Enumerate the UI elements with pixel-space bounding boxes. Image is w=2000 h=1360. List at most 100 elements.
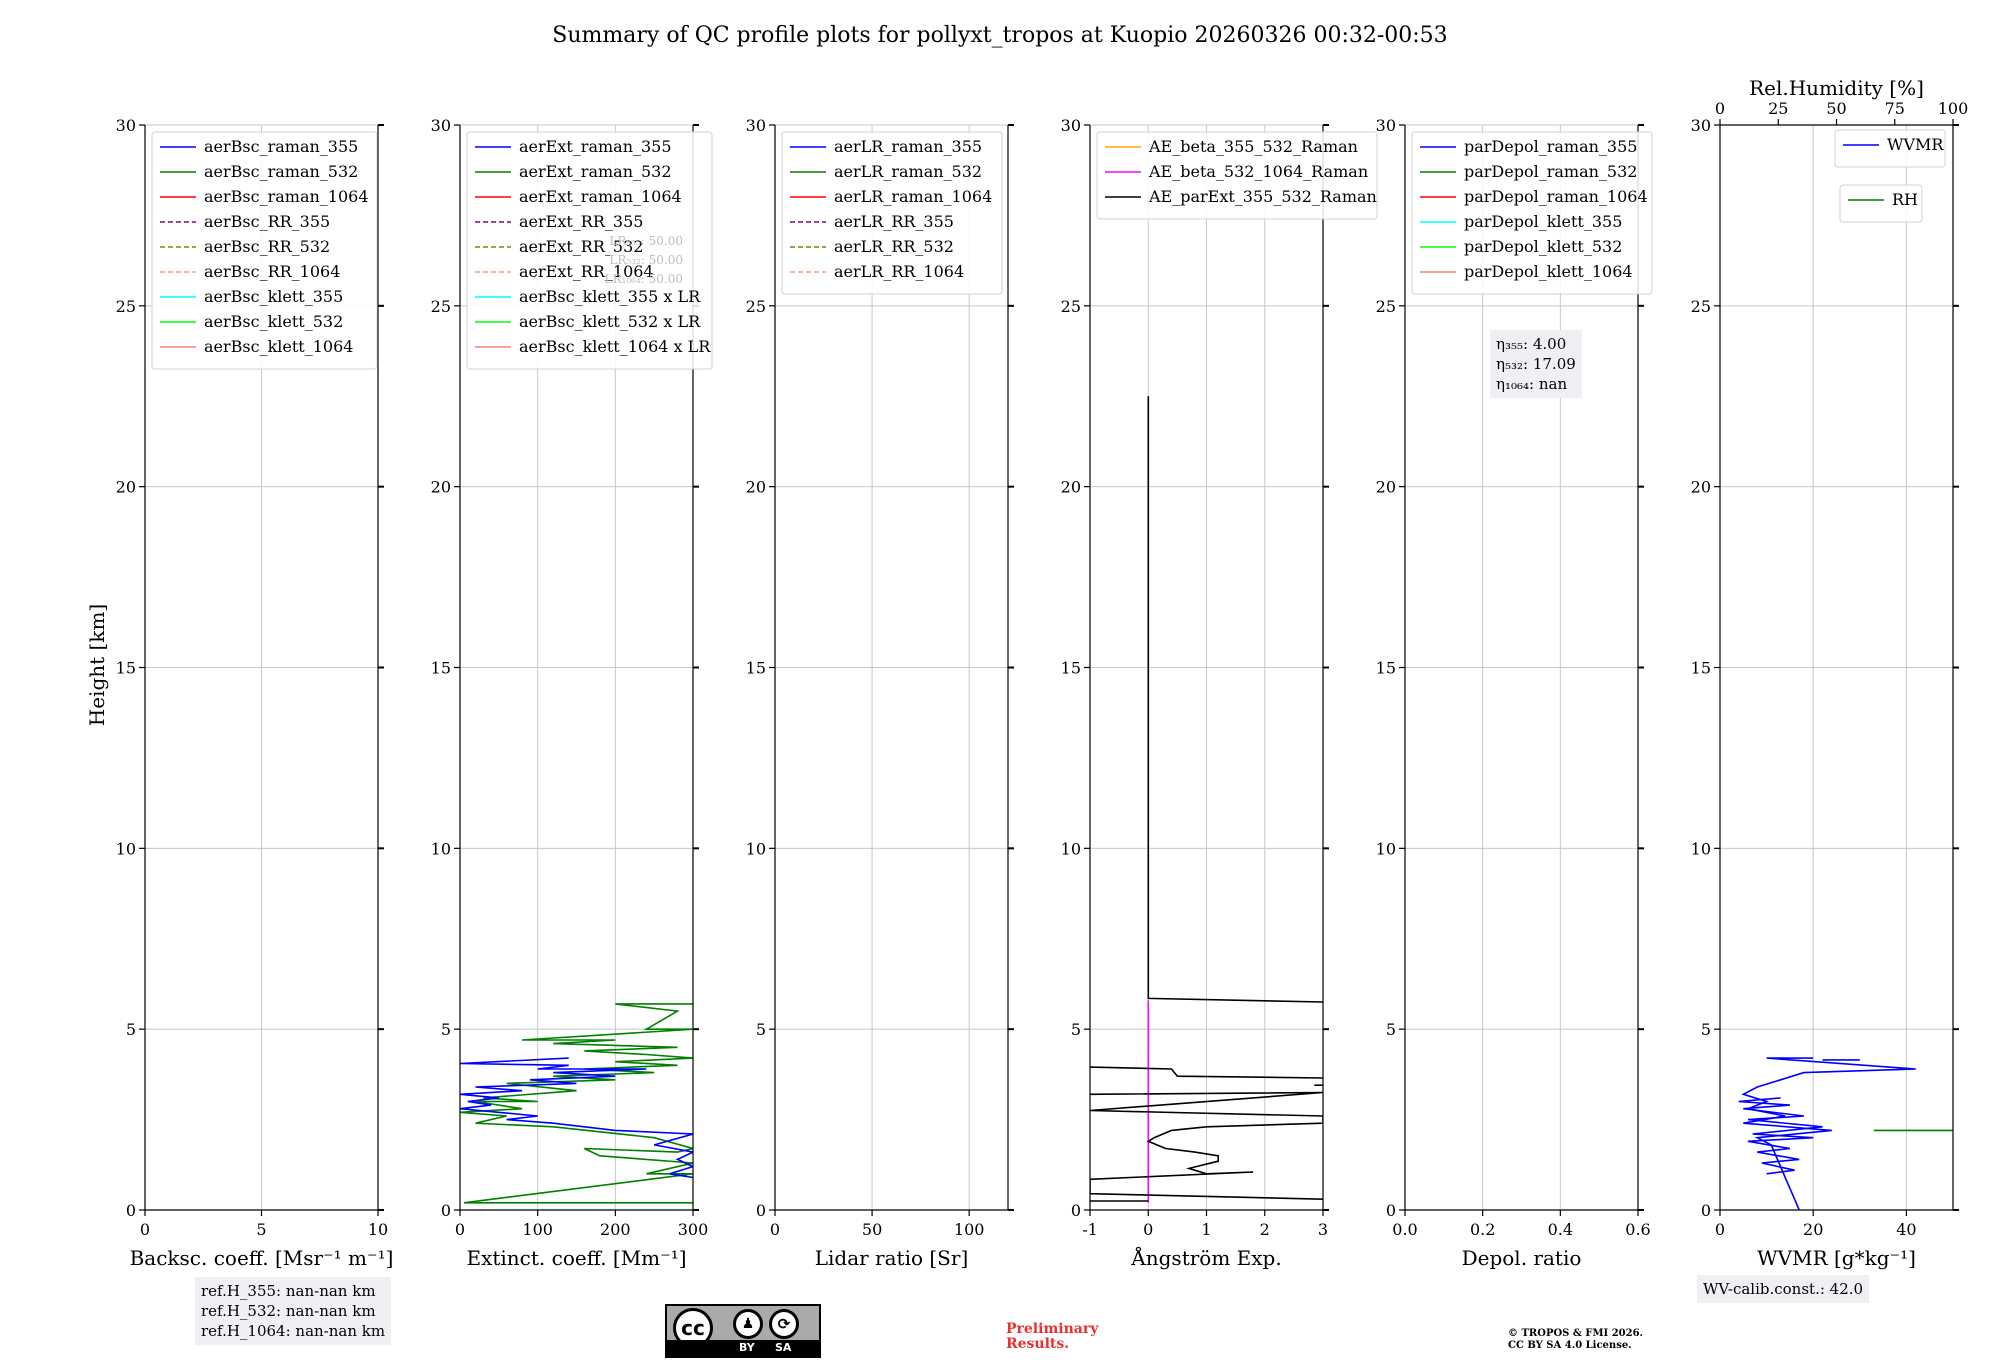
- y-tick-label: 10: [746, 839, 766, 858]
- y-tick-label: 25: [431, 297, 451, 316]
- legend-3: aerLR_raman_355 aerLR_raman_532 aerLR_rama…: [781, 131, 1003, 295]
- legend-frame: [151, 131, 378, 370]
- series-line: [1090, 1091, 1323, 1200]
- x-tick-label: 0: [770, 1220, 780, 1239]
- x-tick-label: 2: [1260, 1220, 1270, 1239]
- panel-1: 0 5 10 15 20 25 30 0 5 10 Backsc. coeff. [Msr⁻¹ m⁻…: [116, 116, 394, 1270]
- legend-entry: aerBsc_klett_532 x LR: [519, 312, 701, 331]
- y-tick-label: 10: [1376, 839, 1396, 858]
- x-axis-label: Extinct. coeff. [Mm⁻¹]: [466, 1246, 686, 1270]
- x-axis-label: Lidar ratio [Sr]: [815, 1246, 969, 1270]
- lr-overlay-text: LR₃₅₅: 50.00: [609, 234, 683, 248]
- cc-logo-text: cc: [681, 1316, 705, 1340]
- y-tick-label: 30: [746, 116, 766, 135]
- legend-entry: aerExt_raman_1064: [519, 187, 682, 206]
- legend-entry: parDepol_klett_1064: [1464, 262, 1633, 281]
- y-tick-label: 20: [431, 478, 451, 497]
- series-line: [1738, 1097, 1823, 1175]
- y-tick-label: 30: [431, 116, 451, 135]
- legend-frame: [781, 131, 1003, 295]
- legend-entry: RH: [1892, 190, 1918, 209]
- cc-sa-label: SA: [775, 1341, 792, 1354]
- y-tick-label: 20: [1691, 478, 1711, 497]
- legend-entry: parDepol_klett_532: [1464, 237, 1622, 256]
- legend-entry: aerBsc_klett_355 x LR: [519, 287, 701, 306]
- y-tick-label: 10: [116, 839, 136, 858]
- by-person-icon: ♟: [733, 1309, 763, 1339]
- refh-1064: ref.H_1064: nan-nan km: [201, 1322, 386, 1340]
- legend-entry: aerLR_RR_532: [834, 237, 954, 256]
- legend-4: AE_beta_355_532_Raman AE_beta_532_1064_Ra…: [1096, 131, 1378, 220]
- y-tick-label: 5: [756, 1020, 766, 1039]
- legend-entry: aerBsc_raman_532: [204, 162, 358, 181]
- y-tick-label: 10: [1691, 839, 1711, 858]
- y-tick-label: 25: [116, 297, 136, 316]
- preliminary-line-2: Results.: [1006, 1336, 1070, 1352]
- legend-frame: [1834, 129, 1946, 168]
- y-tick-label: 0: [1386, 1201, 1396, 1220]
- y-tick-label: 30: [1376, 116, 1396, 135]
- legend-entry: aerBsc_klett_1064 x LR: [519, 337, 711, 356]
- legend-entry: aerExt_raman_355: [519, 137, 672, 156]
- x-tick-label: 300: [678, 1220, 709, 1239]
- copyright-line-1: © TROPOS & FMI 2026.: [1508, 1328, 1644, 1339]
- legend-entry: aerBsc_RR_1064: [204, 262, 340, 281]
- legend-entry: aerBsc_raman_1064: [204, 187, 369, 206]
- x-tick-label: 10: [368, 1220, 388, 1239]
- legend-entry: parDepol_raman_532: [1464, 162, 1637, 181]
- legend-entry: AE_parExt_355_532_Raman: [1148, 187, 1377, 206]
- y-tick-label: 15: [1691, 659, 1711, 678]
- legend-entry: AE_beta_355_532_Raman: [1148, 137, 1358, 156]
- legend-wvmr: WVMR: [1834, 129, 1946, 168]
- y-tick-label: 15: [116, 659, 136, 678]
- legend-frame: [1096, 131, 1378, 220]
- x-axis-label: Ångström Exp.: [1130, 1245, 1281, 1270]
- legend-entry: aerLR_raman_532: [834, 162, 982, 181]
- legend-entry: WVMR: [1887, 135, 1944, 154]
- legend-entry: parDepol_klett_355: [1464, 212, 1622, 231]
- cc-license-badge: cc ♟ ⟳ BY SA: [665, 1304, 821, 1358]
- y-tick-label: 5: [441, 1020, 451, 1039]
- top-x-tick-label: 50: [1826, 99, 1846, 118]
- series-line: [460, 1057, 693, 1179]
- x-axis-label: Backsc. coeff. [Msr⁻¹ m⁻¹]: [130, 1246, 394, 1270]
- y-tick-label: 15: [1376, 659, 1396, 678]
- x-tick-label: 0.0: [1392, 1220, 1417, 1239]
- legend-entry: aerBsc_RR_532: [204, 237, 330, 256]
- x-axis-label: WVMR [g*kg⁻¹]: [1757, 1246, 1916, 1270]
- eta-532: η₅₃₂: 17.09: [1496, 355, 1576, 373]
- x-tick-label: 1: [1201, 1220, 1211, 1239]
- x-tick-label: 0: [140, 1220, 150, 1239]
- x-tick-label: 0.6: [1625, 1220, 1650, 1239]
- x-tick-label: 0: [1715, 1220, 1725, 1239]
- panel-5: 0 5 10 15 20 25 30 0.0 0.2 0.4 0.6 Depol. ratio parD…: [1376, 116, 1653, 1270]
- legend-entry: parDepol_raman_355: [1464, 137, 1637, 156]
- y-tick-label: 10: [1061, 839, 1081, 858]
- y-tick-label: 20: [746, 478, 766, 497]
- y-tick-label: 0: [1701, 1201, 1711, 1220]
- x-tick-label: 0: [1143, 1220, 1153, 1239]
- y-tick-label: 25: [1691, 297, 1711, 316]
- series-line: [1741, 1057, 1916, 1210]
- preliminary-line-1: Preliminary: [1006, 1321, 1099, 1337]
- reference-height-box: ref.H_355: nan-nan km ref.H_532: nan-nan…: [195, 1277, 392, 1345]
- y-tick-label: 5: [1386, 1020, 1396, 1039]
- x-tick-label: 3: [1318, 1220, 1328, 1239]
- x-tick-label: 100: [522, 1220, 553, 1239]
- legend-entry: aerExt_RR_532: [519, 237, 643, 256]
- copyright-note: © TROPOS & FMI 2026. CC BY SA 4.0 Licens…: [1508, 1328, 1708, 1352]
- lr-overlay-text: LR₅₃₂: 50.00: [609, 253, 683, 267]
- y-tick-label: 20: [116, 478, 136, 497]
- legend-entry: aerLR_RR_355: [834, 212, 954, 231]
- y-tick-label: 25: [746, 297, 766, 316]
- y-tick-label: 30: [1691, 116, 1711, 135]
- x-tick-label: 100: [954, 1220, 985, 1239]
- y-tick-label: 20: [1061, 478, 1081, 497]
- series-line: [460, 1003, 693, 1204]
- legend-entry: aerBsc_raman_355: [204, 137, 358, 156]
- copyright-line-2: CC BY SA 4.0 License.: [1508, 1340, 1632, 1351]
- x-tick-label: 20: [1803, 1220, 1823, 1239]
- eta-355: η₃₅₅: 4.00: [1496, 335, 1567, 353]
- y-tick-label: 5: [126, 1020, 136, 1039]
